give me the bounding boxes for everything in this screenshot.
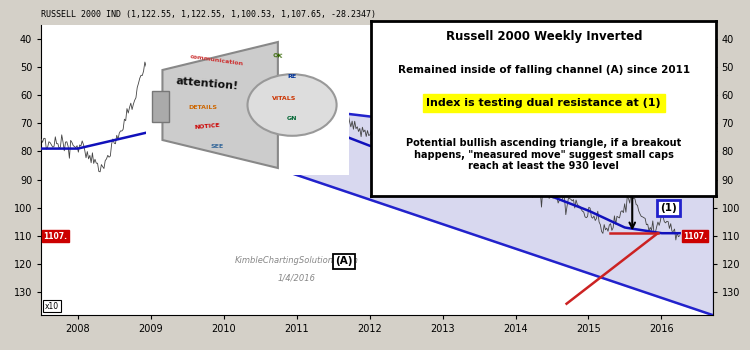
Text: x10: x10 [45, 302, 59, 311]
Text: SEE: SEE [211, 145, 224, 149]
Text: attention!: attention! [176, 76, 238, 92]
Text: GN: GN [286, 117, 297, 121]
Text: VITALS: VITALS [272, 96, 296, 100]
Text: (A): (A) [335, 257, 352, 266]
Text: DETAILS: DETAILS [188, 105, 218, 110]
Text: Index is testing dual resistance at (1): Index is testing dual resistance at (1) [427, 98, 661, 108]
Text: 1107.: 1107. [682, 232, 706, 240]
Text: Potential bullish ascending triangle, if a breakout
happens, "measured move" sug: Potential bullish ascending triangle, if… [406, 138, 681, 172]
Text: Russell 2000 Weekly Inverted: Russell 2000 Weekly Inverted [446, 30, 642, 43]
Text: 1/4/2016: 1/4/2016 [278, 273, 315, 282]
Text: (1): (1) [660, 203, 677, 213]
Text: (A): (A) [452, 161, 470, 170]
Text: RUSSELL 2000 IND (1,122.55, 1,122.55, 1,100.53, 1,107.65, -28.2347): RUSSELL 2000 IND (1,122.55, 1,122.55, 1,… [41, 10, 376, 19]
Text: communication: communication [190, 54, 244, 66]
Text: RE: RE [287, 75, 296, 79]
Polygon shape [163, 42, 278, 168]
Text: KimbleChartingSolutions.com: KimbleChartingSolutions.com [235, 256, 358, 265]
Circle shape [248, 74, 337, 136]
Text: OK: OK [272, 53, 284, 59]
Bar [152, 91, 169, 122]
Text: 1107.: 1107. [44, 232, 68, 240]
Text: NOTICE: NOTICE [194, 122, 220, 130]
Text: Remained inside of falling channel (A) since 2011: Remained inside of falling channel (A) s… [398, 65, 690, 75]
